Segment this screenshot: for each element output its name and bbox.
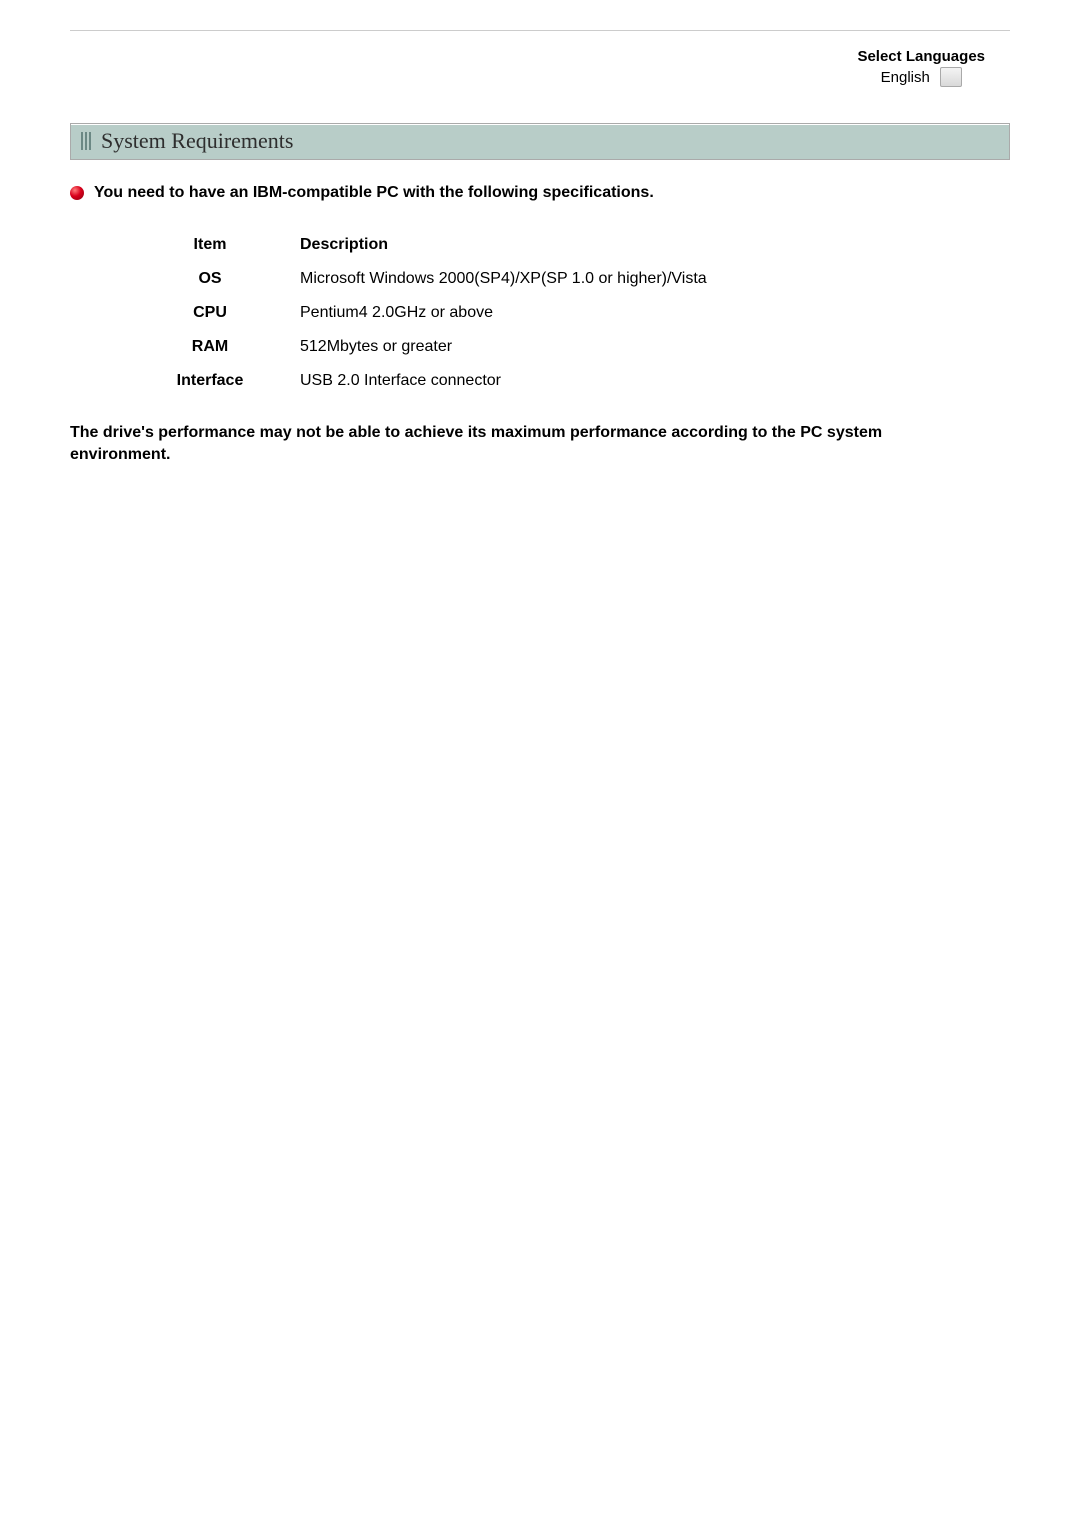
table-header-row: Item Description <box>130 228 717 262</box>
performance-note: The drive's performance may not be able … <box>70 422 980 467</box>
table-cell-description: 512Mbytes or greater <box>290 330 717 364</box>
table-row: CPU Pentium4 2.0GHz or above <box>130 296 717 330</box>
language-selector-value: English <box>881 69 930 86</box>
section-header: System Requirements <box>70 123 1010 160</box>
table-cell-description: USB 2.0 Interface connector <box>290 364 717 398</box>
table-header-description: Description <box>290 228 717 262</box>
top-divider <box>70 30 1010 31</box>
table-cell-item: RAM <box>130 330 290 364</box>
page: Select Languages English System Requirem… <box>0 0 1080 1527</box>
table-row: OS Microsoft Windows 2000(SP4)/XP(SP 1.0… <box>130 262 717 296</box>
bullet-icon <box>70 186 84 200</box>
language-selector-title: Select Languages <box>857 48 985 65</box>
table-row: Interface USB 2.0 Interface connector <box>130 364 717 398</box>
table-cell-item: OS <box>130 262 290 296</box>
language-selector-row: English <box>857 67 985 87</box>
table-cell-item: CPU <box>130 296 290 330</box>
intro-row: You need to have an IBM-compatible PC wi… <box>70 184 1010 202</box>
spec-table: Item Description OS Microsoft Windows 20… <box>130 228 1010 398</box>
intro-text: You need to have an IBM-compatible PC wi… <box>94 184 654 202</box>
language-dropdown-button[interactable] <box>940 67 962 87</box>
language-selector: Select Languages English <box>857 48 985 87</box>
table-header-item: Item <box>130 228 290 262</box>
table-cell-item: Interface <box>130 364 290 398</box>
table-row: RAM 512Mbytes or greater <box>130 330 717 364</box>
section-title: System Requirements <box>101 128 293 154</box>
table-cell-description: Microsoft Windows 2000(SP4)/XP(SP 1.0 or… <box>290 262 717 296</box>
table-cell-description: Pentium4 2.0GHz or above <box>290 296 717 330</box>
vertical-bars-icon <box>81 132 91 150</box>
